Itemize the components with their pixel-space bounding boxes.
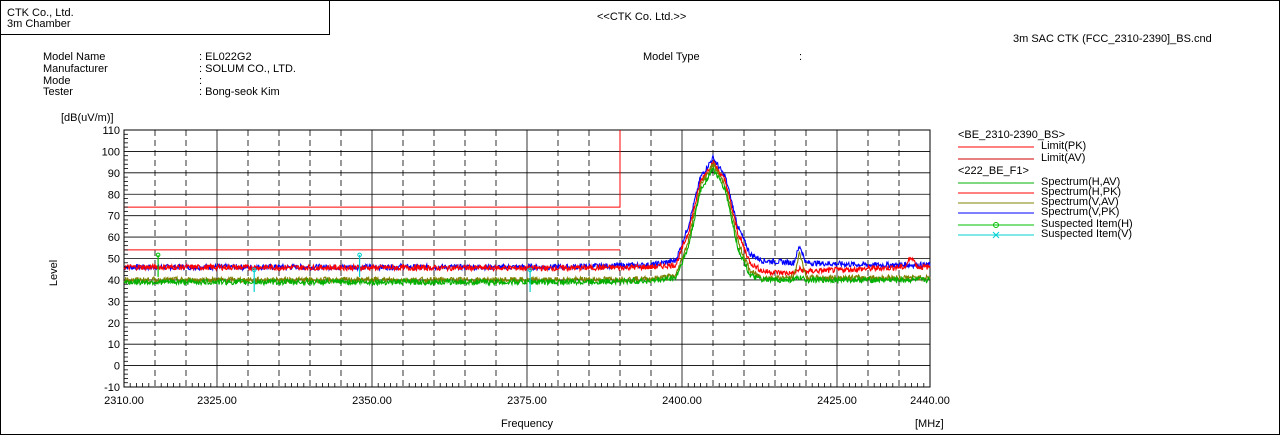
spectrum-trace [123,166,931,287]
legend-marker-circle [993,222,999,228]
suspected-marker-head [357,252,362,258]
legend-label: Limit(AV) [1041,152,1085,164]
legend-label: Limit(PK) [1041,140,1086,152]
legend-label: Suspected Item(H) [1041,218,1133,230]
model-name-value: : EL022G2 [199,51,252,63]
tester-label: Tester [43,86,73,98]
y-tick-label: 40 [108,275,120,287]
spectrum-trace [123,159,931,277]
y-tick-label: 10 [108,339,120,351]
condition-file-name: 3m SAC CTK (FCC_2310-2390]_BS.cnd [1013,33,1212,45]
y-tick-label: 30 [108,296,120,308]
manufacturer-label: Manufacturer [43,63,108,75]
y-tick-label: 70 [108,211,120,223]
y-tick-label: 0 [114,361,120,373]
manufacturer-value: : SOLUM CO., LTD. [199,63,296,75]
suspected-markers [155,252,533,292]
legend-label: Spectrum(H,AV) [1041,176,1120,188]
y-tick-label: 20 [108,318,120,330]
x-axis-unit: [MHz] [915,418,944,430]
x-tick-label: 2440.00 [910,395,950,407]
mode-value: : [199,75,203,87]
mode-label: Mode [43,75,71,87]
y-tick-label: 50 [108,254,120,266]
y-tick-label: 80 [108,189,120,201]
suspected-marker-head [527,267,533,273]
grid [123,129,931,388]
y-tick-label: 100 [102,146,120,158]
report-title: <<CTK Co. Ltd.>> [597,11,687,23]
x-tick-label: 2350.00 [352,395,392,407]
y-axis-label: Level [48,260,60,286]
y-axis-unit: [dB(uV/m)] [61,112,114,124]
company-name: CTK Co., Ltd. [7,7,74,19]
spectrum-traces [123,153,931,287]
legend: <BE_2310-2390_BS> <222_BE_F1> Limit(PK)Lim… [958,129,1133,240]
model-name-label: Model Name [43,51,106,63]
legend-group-title: <222_BE_F1> [958,165,1029,177]
limit-lines [124,130,621,251]
chamber-name: 3m Chamber [7,18,71,30]
x-tick-label: 2425.00 [817,395,857,407]
x-axis-label: Frequency [501,418,553,430]
legend-label: Spectrum(H,PK) [1041,186,1121,198]
suspected-marker-head [155,252,161,258]
y-tick-label: 60 [108,232,120,244]
tester-value: : Bong-seok Kim [199,86,280,98]
model-type-label: Model Type [643,51,700,63]
y-tick-label: 90 [108,168,120,180]
y-tick-label: -10 [104,382,120,394]
legend-label: Spectrum(V,AV) [1041,196,1119,208]
x-tick-label: 2325.00 [197,395,237,407]
y-tick-label: 110 [102,125,120,137]
company-box [1,1,330,35]
limit-line [124,130,621,208]
x-tick-label: 2310.00 [104,395,144,407]
suspected-marker-head [251,267,257,273]
legend-label: Suspected Item(V) [1041,228,1132,240]
model-type-value: : [799,51,803,63]
x-tick-label: 2375.00 [507,395,547,407]
legend-group-title: <BE_2310-2390_BS> [958,129,1065,141]
x-tick-label: 2400.00 [662,395,702,407]
legend-label: Spectrum(V,PK) [1041,206,1119,218]
legend-marker-x [992,231,1000,239]
